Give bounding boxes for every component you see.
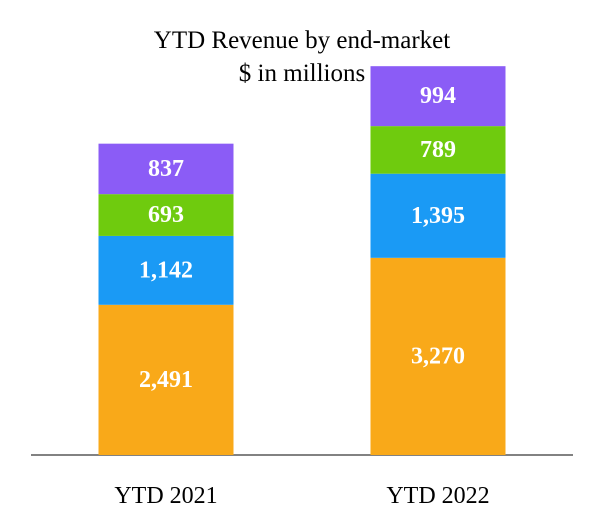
data-label: 994 xyxy=(420,83,456,109)
bar-segment xyxy=(98,235,234,305)
bar-segment xyxy=(370,257,506,455)
data-label: 693 xyxy=(148,202,184,228)
bar-segment xyxy=(370,66,506,127)
category-label: YTD 2022 xyxy=(386,483,489,509)
data-label: 789 xyxy=(420,137,456,163)
bar-segment xyxy=(370,126,506,174)
category-label: YTD 2021 xyxy=(114,483,217,509)
data-label: 837 xyxy=(148,156,184,182)
bar-segment xyxy=(98,304,234,455)
data-label: 1,142 xyxy=(139,257,193,283)
chart-title: YTD Revenue by end-market xyxy=(153,27,451,54)
data-label: 2,491 xyxy=(139,367,193,393)
bar-segment xyxy=(98,194,234,236)
bar-segment xyxy=(370,173,506,258)
chart-subtitle: $ in millions xyxy=(238,60,366,87)
bar-segment xyxy=(98,143,234,195)
data-label: 1,395 xyxy=(411,203,465,229)
data-label: 3,270 xyxy=(411,343,465,369)
